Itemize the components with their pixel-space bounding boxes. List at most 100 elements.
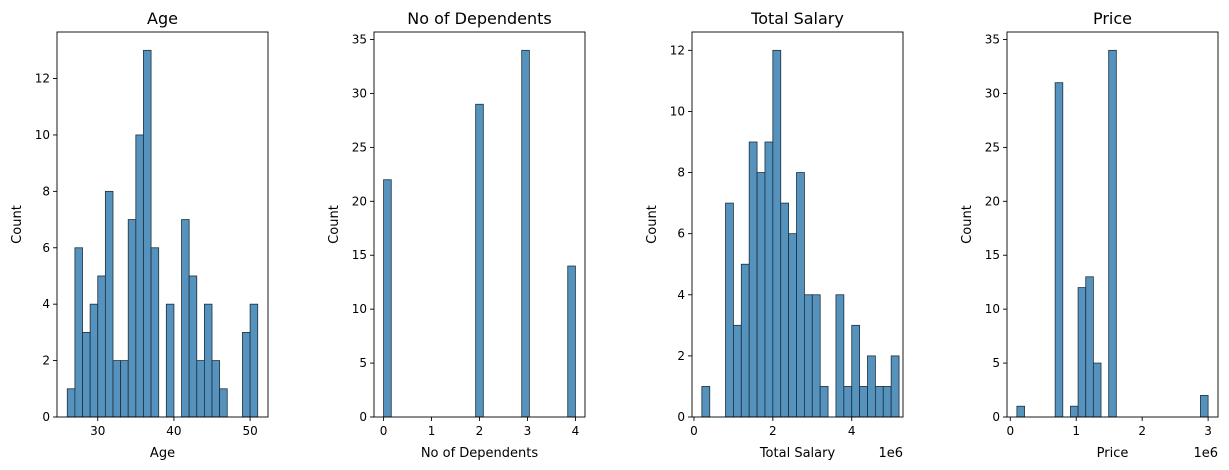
x-axis-label-age: Age: [150, 446, 175, 461]
histogram-bar: [1085, 276, 1094, 418]
histogram-bar: [819, 386, 829, 418]
y-tick-label: 30: [985, 86, 1000, 100]
y-tick-label: 25: [352, 140, 367, 154]
histogram-bar: [740, 263, 750, 418]
x-ticks-price: 0 1 2 3: [1006, 417, 1212, 438]
y-tick-label: 4: [42, 297, 50, 311]
histogram-bar: [748, 141, 758, 418]
histogram-bar: [811, 294, 821, 418]
y-tick-label: 6: [42, 241, 50, 255]
histogram-bar: [211, 360, 221, 418]
histogram-bar: [383, 179, 392, 418]
histogram-bar: [764, 141, 774, 418]
y-tick-label: 20: [352, 194, 367, 208]
y-tick-label: 15: [985, 248, 1000, 262]
y-tick-label: 0: [677, 410, 685, 424]
chart-title-dependents: No of Dependents: [407, 9, 551, 28]
x-tick-label: 2: [769, 424, 777, 438]
histogram-bar: [181, 219, 190, 418]
y-ticks-age: 0 2 4 6 8 10 12: [35, 72, 57, 424]
histogram-bar: [890, 355, 900, 418]
histogram-bar: [756, 172, 766, 418]
histogram-bar: [120, 360, 129, 418]
x-ticks-total-salary: 0 2 4: [690, 417, 856, 438]
histogram-bar: [796, 172, 805, 418]
histogram-panel-price: 0 1 2 3 0 5 10 15 20 25 30 35 Price Price Count 1e…: [960, 9, 1219, 461]
bars-age: [66, 49, 259, 418]
y-tick-label: 12: [35, 72, 50, 86]
histogram-bar: [242, 331, 251, 418]
histogram-bar: [143, 49, 152, 418]
histogram-bar: [851, 324, 861, 418]
x-tick-label: 50: [242, 424, 257, 438]
bars-total-salary: [701, 49, 900, 418]
x-tick-label: 2: [476, 424, 484, 438]
histogram-bar: [521, 49, 530, 418]
y-tick-label: 25: [985, 140, 1000, 154]
axes-frame-total-salary: [691, 31, 904, 418]
histogram-bar: [788, 233, 797, 418]
x-tick-label: 2: [1138, 424, 1146, 438]
x-tick-label: 1: [428, 424, 436, 438]
histogram-bar: [475, 103, 484, 418]
histogram-bar: [725, 202, 734, 418]
x-tick-label: 0: [1006, 424, 1014, 438]
histogram-bar: [1200, 395, 1209, 418]
y-axis-label-price: Count: [960, 205, 975, 244]
y-axis-label-age: Count: [10, 205, 25, 244]
chart-title-age: Age: [147, 9, 178, 28]
histogram-bar: [859, 386, 868, 418]
histogram-bar: [196, 360, 205, 418]
x-axis-exponent-price: 1e6: [1193, 446, 1218, 461]
y-tick-label: 10: [352, 302, 367, 316]
y-tick-label: 0: [992, 410, 1000, 424]
histogram-bar: [249, 303, 259, 418]
y-tick-label: 10: [670, 104, 685, 118]
x-tick-label: 0: [380, 424, 388, 438]
histogram-bar: [733, 324, 742, 418]
x-tick-label: 30: [90, 424, 105, 438]
histogram-bar: [1016, 405, 1025, 418]
y-tick-label: 15: [352, 248, 367, 262]
x-tick-label: 40: [166, 424, 181, 438]
y-tick-label: 4: [677, 288, 685, 302]
histogram-bar: [804, 294, 813, 418]
histogram-bar: [66, 388, 76, 418]
y-tick-label: 35: [985, 33, 1000, 47]
axes-frame-price: [1006, 31, 1219, 418]
histogram-bar: [882, 386, 892, 418]
histogram-bar: [867, 355, 876, 418]
histogram-bar: [219, 388, 228, 418]
y-tick-label: 0: [42, 410, 50, 424]
y-axis-label-dependents: Count: [327, 205, 342, 244]
histogram-bar: [835, 294, 845, 418]
histogram-bar: [780, 202, 790, 418]
x-tick-label: 4: [572, 424, 580, 438]
x-ticks-dependents: 0 1 2 3 4: [380, 417, 579, 438]
histogram-bar: [1108, 49, 1117, 418]
x-tick-label: 3: [1204, 424, 1212, 438]
y-tick-label: 35: [352, 33, 367, 47]
histogram-bar: [1077, 287, 1087, 418]
y-axis-label-total-salary: Count: [645, 205, 660, 244]
y-tick-label: 0: [359, 410, 367, 424]
histogram-bar: [127, 219, 137, 418]
y-tick-label: 10: [985, 302, 1000, 316]
y-tick-label: 30: [352, 86, 367, 100]
x-ticks-age: 30 40 50: [90, 417, 258, 438]
axes-frame-age: [56, 31, 269, 418]
histogram-panel-age: 30 40 50 0 2 4 6 8 10 12 Age Age Count: [10, 9, 269, 461]
bars-dependents: [383, 49, 576, 418]
chart-title-total-salary: Total Salary: [750, 9, 844, 28]
histogram-bar: [843, 386, 853, 418]
y-tick-label: 8: [677, 166, 685, 180]
y-tick-label: 20: [985, 194, 1000, 208]
histogram-bar: [89, 303, 99, 418]
histogram-panel-dependents: 0 1 2 3 4 0 5 10 15 20 25 30 35 No of Dependents No…: [327, 9, 586, 461]
x-tick-label: 3: [524, 424, 532, 438]
histogram-bar: [567, 265, 576, 418]
histogram-bar: [104, 190, 114, 418]
x-tick-label: 1: [1072, 424, 1080, 438]
